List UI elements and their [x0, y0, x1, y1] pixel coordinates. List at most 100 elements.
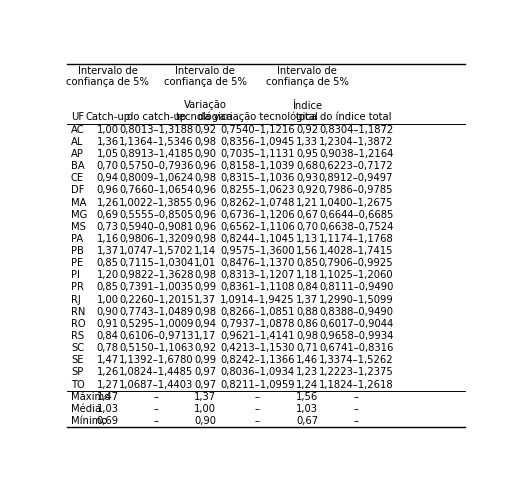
Text: 1,33: 1,33	[296, 137, 318, 147]
Text: 0,8009–1,0624: 0,8009–1,0624	[119, 173, 194, 183]
Text: 1,0914–1,9425: 1,0914–1,9425	[220, 295, 295, 304]
Text: BA: BA	[71, 161, 85, 171]
Text: 0,9822–1,3628: 0,9822–1,3628	[119, 271, 194, 280]
Text: 0,92: 0,92	[296, 125, 318, 135]
Text: 1,2304–1,3872: 1,2304–1,3872	[319, 137, 393, 147]
Text: –: –	[154, 404, 159, 414]
Text: 1,26: 1,26	[97, 197, 119, 208]
Text: 0,8315–1,1036: 0,8315–1,1036	[220, 173, 294, 183]
Text: 0,94: 0,94	[97, 173, 119, 183]
Text: 0,6106–0,9713: 0,6106–0,9713	[119, 331, 194, 341]
Text: 1,37: 1,37	[97, 246, 119, 256]
Text: 0,8111–0,9490: 0,8111–0,9490	[319, 283, 393, 292]
Text: 0,96: 0,96	[194, 185, 216, 196]
Text: 0,91: 0,91	[97, 319, 119, 329]
Text: 0,71: 0,71	[296, 343, 318, 353]
Text: –: –	[255, 416, 260, 426]
Text: 1,27: 1,27	[97, 379, 119, 390]
Text: CE: CE	[71, 173, 84, 183]
Text: 0,9575–1,3600: 0,9575–1,3600	[220, 246, 295, 256]
Text: 0,8013–1,3188: 0,8013–1,3188	[119, 125, 194, 135]
Text: 1,3374–1,5262: 1,3374–1,5262	[319, 355, 393, 365]
Text: 0,9038–1,2164: 0,9038–1,2164	[319, 149, 393, 159]
Text: MA: MA	[71, 197, 86, 208]
Text: AL: AL	[71, 137, 83, 147]
Text: 0,8255–1,0623: 0,8255–1,0623	[220, 185, 295, 196]
Text: PE: PE	[71, 258, 83, 268]
Text: 1,0747–1,5702: 1,0747–1,5702	[119, 246, 194, 256]
Text: 0,85: 0,85	[97, 258, 119, 268]
Text: 0,8036–1,0934: 0,8036–1,0934	[220, 367, 294, 378]
Text: –: –	[353, 392, 359, 402]
Text: 1,37: 1,37	[194, 295, 216, 304]
Text: 0,5750–0,7936: 0,5750–0,7936	[119, 161, 194, 171]
Text: 1,1824–1,2618: 1,1824–1,2618	[319, 379, 393, 390]
Text: SE: SE	[71, 355, 84, 365]
Text: 1,20: 1,20	[97, 271, 119, 280]
Text: 0,8211–1,0959: 0,8211–1,0959	[220, 379, 295, 390]
Text: 0,6638–0,7524: 0,6638–0,7524	[319, 222, 393, 232]
Text: Intervalo de
confiança de 5%: Intervalo de confiança de 5%	[266, 65, 349, 87]
Text: 0,8912–0,9497: 0,8912–0,9497	[319, 173, 393, 183]
Text: 0,93: 0,93	[296, 173, 318, 183]
Text: 0,97: 0,97	[194, 367, 216, 378]
Text: do índice total: do índice total	[320, 112, 392, 122]
Text: 1,4028–1,7415: 1,4028–1,7415	[319, 246, 393, 256]
Text: 1,00: 1,00	[194, 404, 216, 414]
Text: MG: MG	[71, 210, 87, 220]
Text: 0,69: 0,69	[97, 210, 119, 220]
Text: Índice
total: Índice total	[292, 101, 322, 122]
Text: 0,67: 0,67	[296, 210, 318, 220]
Text: 0,92: 0,92	[194, 125, 216, 135]
Text: 0,98: 0,98	[194, 137, 216, 147]
Text: PI: PI	[71, 271, 80, 280]
Text: Intervalo de
confiança de 5%: Intervalo de confiança de 5%	[66, 65, 149, 87]
Text: 1,0400–1,2675: 1,0400–1,2675	[319, 197, 393, 208]
Text: 0,99: 0,99	[194, 283, 216, 292]
Text: 1,47: 1,47	[97, 392, 119, 402]
Text: 0,68: 0,68	[296, 161, 318, 171]
Text: 0,96: 0,96	[97, 185, 119, 196]
Text: 1,00: 1,00	[97, 125, 119, 135]
Text: PR: PR	[71, 283, 84, 292]
Text: 0,90: 0,90	[194, 416, 216, 426]
Text: 0,6223–0,7172: 0,6223–0,7172	[319, 161, 393, 171]
Text: 0,5150–1,1063: 0,5150–1,1063	[119, 343, 194, 353]
Text: 0,8244–1,1045: 0,8244–1,1045	[220, 234, 294, 244]
Text: 0,70: 0,70	[97, 161, 119, 171]
Text: 0,96: 0,96	[194, 222, 216, 232]
Text: 0,86: 0,86	[296, 319, 318, 329]
Text: 1,0687–1,4403: 1,0687–1,4403	[119, 379, 194, 390]
Text: 0,8356–1,0945: 0,8356–1,0945	[220, 137, 294, 147]
Text: –: –	[255, 404, 260, 414]
Text: 0,6644–0,6685: 0,6644–0,6685	[319, 210, 393, 220]
Text: 0,85: 0,85	[97, 283, 119, 292]
Text: 1,37: 1,37	[194, 392, 216, 402]
Text: 0,73: 0,73	[97, 222, 119, 232]
Text: 0,7391–1,0035: 0,7391–1,0035	[119, 283, 194, 292]
Text: PA: PA	[71, 234, 83, 244]
Text: 0,6562–1,1106: 0,6562–1,1106	[220, 222, 295, 232]
Text: MS: MS	[71, 222, 86, 232]
Text: DF: DF	[71, 185, 85, 196]
Text: 0,5940–0,9081: 0,5940–0,9081	[119, 222, 194, 232]
Text: 0,88: 0,88	[296, 307, 318, 317]
Text: 0,85: 0,85	[296, 258, 318, 268]
Text: 0,7115–1,0304: 0,7115–1,0304	[119, 258, 194, 268]
Text: 1,26: 1,26	[97, 367, 119, 378]
Text: 1,36: 1,36	[97, 137, 119, 147]
Text: RJ: RJ	[71, 295, 80, 304]
Text: 0,90: 0,90	[194, 149, 216, 159]
Text: 0,9806–1,3209: 0,9806–1,3209	[119, 234, 194, 244]
Text: 0,92: 0,92	[194, 343, 216, 353]
Text: 0,98: 0,98	[194, 271, 216, 280]
Text: 1,17: 1,17	[194, 331, 216, 341]
Text: 0,7906–0,9925: 0,7906–0,9925	[319, 258, 393, 268]
Text: –: –	[255, 392, 260, 402]
Text: 0,90: 0,90	[97, 307, 119, 317]
Text: Intervalo de
confiança de 5%: Intervalo de confiança de 5%	[163, 65, 247, 87]
Text: 0,8361–1,1108: 0,8361–1,1108	[220, 283, 294, 292]
Text: 0,96: 0,96	[194, 197, 216, 208]
Text: 0,8266–1,0851: 0,8266–1,0851	[220, 307, 295, 317]
Text: 1,0022–1,3855: 1,0022–1,3855	[119, 197, 194, 208]
